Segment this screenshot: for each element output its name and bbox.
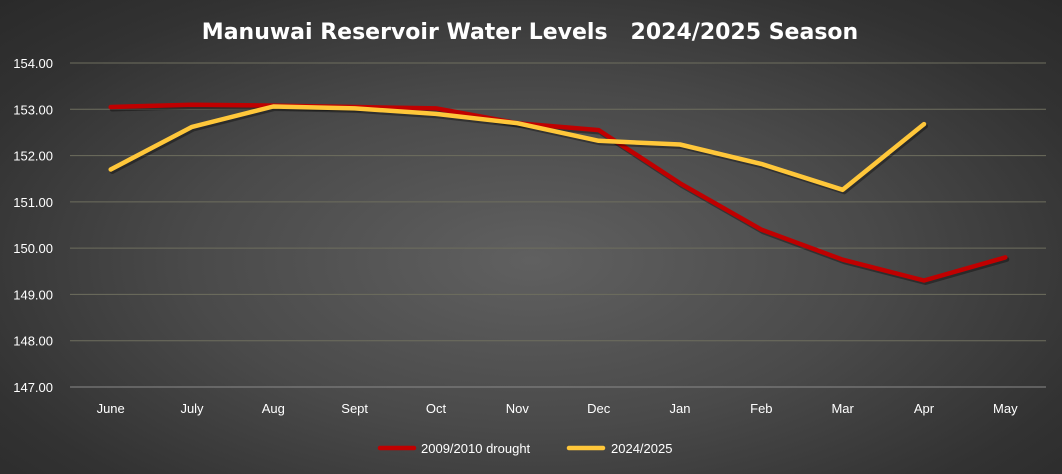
x-axis-tick-labels: June July Aug Sept Oct Nov Dec Jan Feb Mar Apr May <box>97 401 1019 416</box>
legend: 2009/2010 drought 2024/2025 <box>377 441 672 456</box>
x-tick-label: Mar <box>831 401 854 416</box>
y-tick-label: 147.00 <box>13 380 53 395</box>
x-tick-label: Dec <box>587 401 611 416</box>
x-tick-label: Jan <box>670 401 691 416</box>
gridlines <box>70 62 1046 388</box>
series-line-drought-2009-2010 <box>108 102 1008 283</box>
x-tick-label: Aug <box>262 401 285 416</box>
y-tick-label: 153.00 <box>13 102 53 117</box>
x-tick-label: Oct <box>426 401 447 416</box>
x-tick-label: July <box>180 401 204 416</box>
x-tick-label: June <box>97 401 125 416</box>
y-tick-label: 149.00 <box>13 287 53 302</box>
x-tick-label: Nov <box>506 401 530 416</box>
series-lines <box>108 102 1010 285</box>
y-tick-label: 152.00 <box>13 149 53 164</box>
x-tick-label: Sept <box>341 401 368 416</box>
x-tick-label: Apr <box>914 401 935 416</box>
series-line-season-2024-2025 <box>108 104 927 193</box>
y-tick-label: 151.00 <box>13 195 53 210</box>
x-tick-label: May <box>993 401 1018 416</box>
y-tick-label: 154.00 <box>13 56 53 71</box>
legend-label: 2009/2010 drought <box>421 441 531 456</box>
x-tick-label: Feb <box>750 401 772 416</box>
y-tick-label: 148.00 <box>13 334 53 349</box>
legend-label: 2024/2025 <box>611 441 672 456</box>
y-axis-tick-labels: 147.00 148.00 149.00 150.00 151.00 152.00 153.… <box>13 56 53 395</box>
y-tick-label: 150.00 <box>13 241 53 256</box>
chart-title: Manuwai Reservoir Water Levels 2024/2025… <box>202 20 858 45</box>
